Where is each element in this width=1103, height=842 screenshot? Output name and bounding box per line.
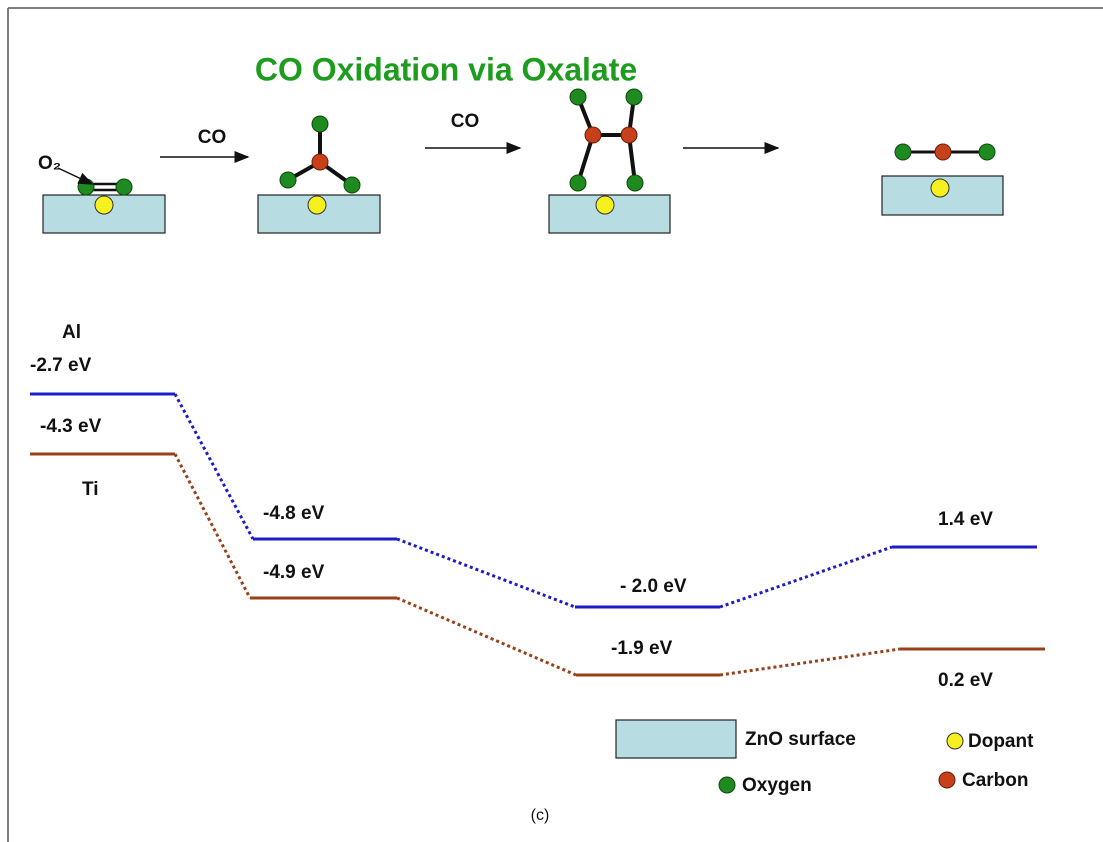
energy-label: 1.4 eV: [938, 509, 993, 530]
legend-label: ZnO surface: [745, 729, 856, 750]
energy-label: - 2.0 eV: [620, 576, 687, 597]
legend-label: Dopant: [968, 731, 1034, 752]
arrow-label: CO: [198, 127, 227, 148]
energy-label: -1.9 eV: [611, 638, 673, 659]
ti-path: [30, 452, 1045, 677]
step-2: [257, 115, 381, 234]
step-3: [548, 88, 671, 234]
energy-label: -2.7 eV: [30, 355, 92, 376]
level-name: Al: [62, 322, 81, 343]
title: CO Oxidation via Oxalate: [255, 51, 637, 87]
energy-label: -4.3 eV: [40, 416, 102, 437]
energy-label: -4.8 eV: [263, 503, 325, 524]
legend: [615, 719, 964, 794]
energy-label: 0.2 eV: [938, 670, 993, 691]
step-4: [881, 143, 1004, 216]
caption: (c): [531, 807, 550, 824]
energy-label: -4.9 eV: [263, 562, 325, 583]
al-path: [30, 392, 1037, 609]
level-name: Ti: [82, 479, 99, 500]
step-1: [42, 167, 166, 234]
legend-label: Oxygen: [742, 775, 812, 796]
arrow-label: CO: [451, 111, 480, 132]
legend-label: Carbon: [962, 770, 1029, 791]
o2-label: O₂: [38, 153, 61, 174]
